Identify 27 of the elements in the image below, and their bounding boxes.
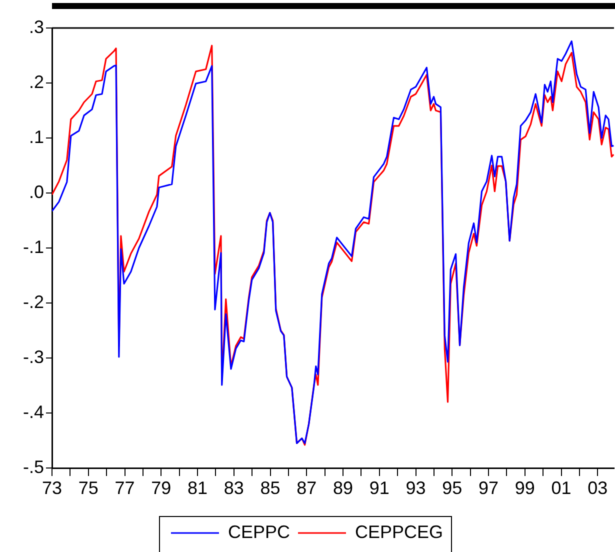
- x-tick-label: 01: [551, 478, 572, 498]
- y-tick-label: -.5: [22, 456, 44, 477]
- x-tick-label: 91: [369, 478, 390, 498]
- x-tick-label: 83: [224, 478, 244, 498]
- x-tick-label: 75: [78, 478, 98, 498]
- y-tick-label: -.3: [22, 346, 44, 367]
- y-tick-label: .2: [28, 72, 44, 92]
- x-tick-label: 87: [296, 478, 317, 498]
- x-tick-label: 97: [478, 478, 499, 498]
- y-tick-label: -.2: [22, 292, 44, 312]
- x-tick-label: 79: [151, 478, 172, 498]
- x-tick-label: 81: [187, 478, 208, 498]
- x-tick-label: 99: [514, 478, 535, 498]
- legend-label: CEPPC: [228, 522, 290, 542]
- y-tick-label: -.1: [22, 236, 44, 257]
- y-tick-label: .1: [28, 126, 44, 147]
- y-tick-label: .3: [28, 16, 44, 37]
- y-tick-label: -.4: [22, 402, 44, 422]
- x-tick-label: 73: [42, 478, 62, 498]
- y-tick-label: .0: [28, 182, 44, 202]
- x-tick-label: 95: [442, 478, 462, 498]
- x-tick-label: 77: [114, 478, 135, 498]
- legend-label: CEPPCEG: [354, 522, 444, 542]
- x-tick-label: 03: [588, 478, 608, 498]
- x-tick-label: 89: [332, 478, 354, 498]
- x-tick-label: 93: [406, 478, 426, 498]
- x-tick-label: 85: [260, 478, 280, 498]
